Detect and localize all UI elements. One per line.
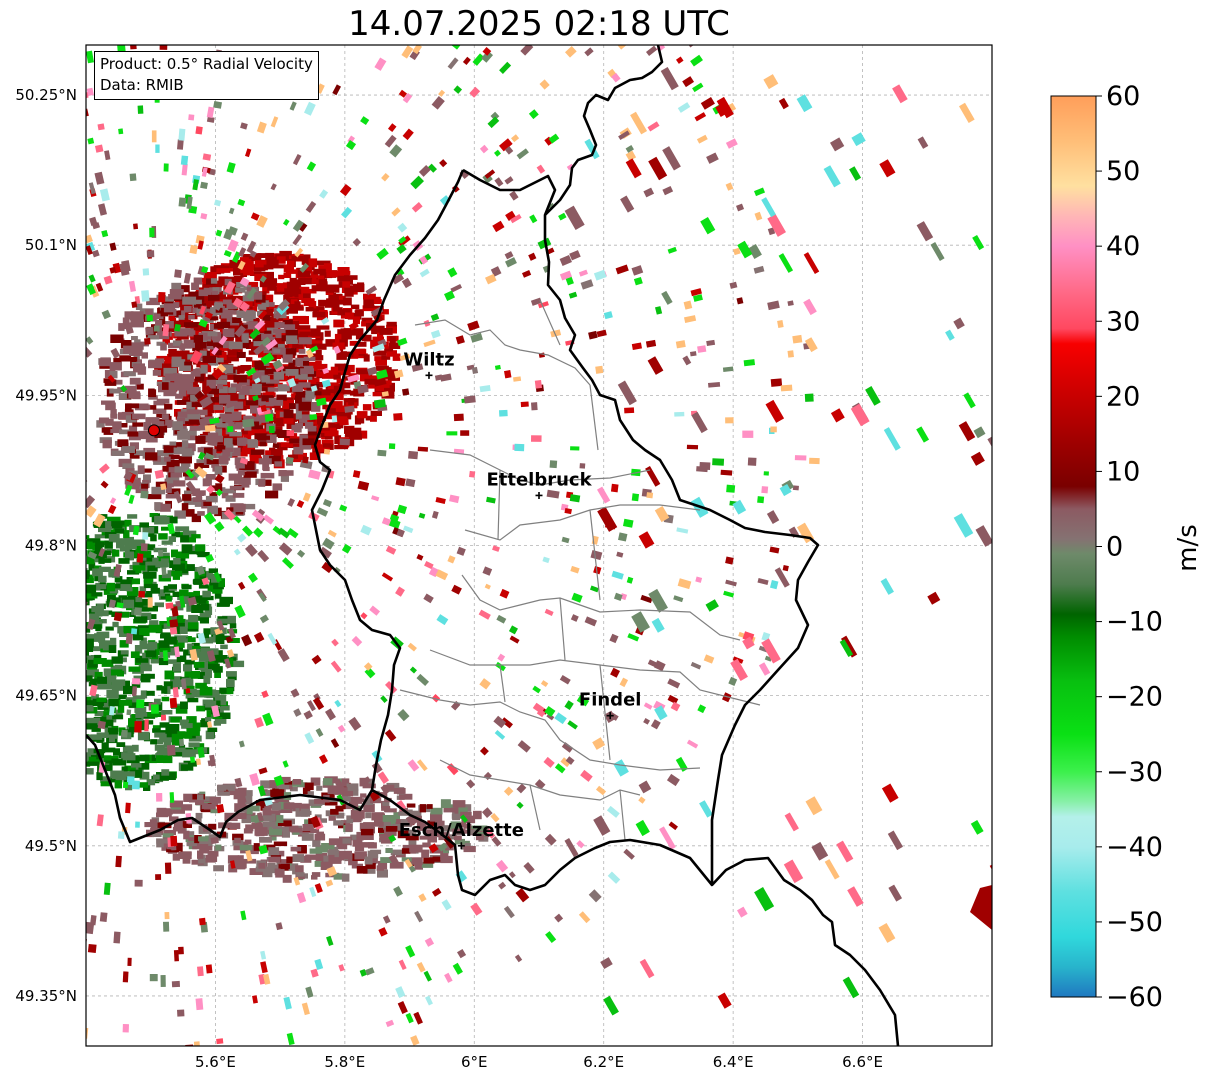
colorbar-tick-label: −50 bbox=[1106, 907, 1163, 938]
colorbar-tick-label: −30 bbox=[1106, 757, 1163, 788]
city-label: Esch/Alzette bbox=[399, 820, 524, 841]
colorbar-tick-label: −40 bbox=[1106, 832, 1163, 863]
colorbar-scale bbox=[1050, 95, 1097, 998]
city-marker-cross bbox=[606, 712, 614, 720]
borders bbox=[86, 45, 900, 1046]
colorbar-tick-label: −60 bbox=[1106, 982, 1163, 1013]
edge-echo bbox=[970, 885, 992, 930]
colorbar-tick-label: 10 bbox=[1106, 456, 1140, 487]
lat-tick-label: 49.5°N bbox=[25, 837, 77, 855]
lon-tick-label: 6°E bbox=[461, 1053, 488, 1071]
product-info-box: Product: 0.5° Radial Velocity Data: RMIB bbox=[94, 51, 319, 100]
product-line: Product: 0.5° Radial Velocity bbox=[100, 55, 313, 73]
colorbar-label: m/s bbox=[1173, 524, 1203, 572]
lat-tick-label: 50.25°N bbox=[15, 86, 77, 104]
lon-tick-label: 6.6°E bbox=[842, 1053, 883, 1071]
city-label: Findel bbox=[579, 690, 642, 711]
lon-tick-label: 6.2°E bbox=[583, 1053, 624, 1071]
luxembourg-canton-boundaries bbox=[399, 299, 761, 841]
radar-site-dot bbox=[147, 424, 160, 437]
radar-site-marker bbox=[147, 424, 160, 437]
data-source-line: Data: RMIB bbox=[100, 76, 184, 94]
colorbar-tick-label: 30 bbox=[1106, 306, 1140, 337]
velocity-colorbar: 60 50 40 30 20 10 0 −10 −20 −30 −40 −50 −60 m/s bbox=[1050, 81, 1203, 1013]
lat-tick-label: 50.1°N bbox=[25, 236, 77, 254]
city-label: Ettelbruck bbox=[486, 469, 592, 490]
lat-tick-label: 49.95°N bbox=[15, 386, 77, 404]
colorbar-tick-label: −20 bbox=[1106, 682, 1163, 713]
lon-tick-label: 5.8°E bbox=[324, 1053, 365, 1071]
city-marker-cross bbox=[425, 371, 433, 379]
colorbar-tick-label: 0 bbox=[1106, 532, 1123, 563]
city-label: Wiltz bbox=[403, 349, 454, 370]
lat-tick-label: 49.65°N bbox=[15, 687, 77, 705]
city-marker-cross bbox=[535, 491, 543, 499]
city-marker-cross bbox=[457, 842, 465, 850]
lat-tick-label: 49.8°N bbox=[25, 537, 77, 555]
colorbar-tick-label: 20 bbox=[1106, 381, 1140, 412]
colorbar-tick-label: 50 bbox=[1106, 156, 1140, 187]
colorbar-tick-label: −10 bbox=[1106, 607, 1163, 638]
lat-tick-label: 49.35°N bbox=[15, 987, 77, 1005]
lon-tick-label: 5.6°E bbox=[195, 1053, 236, 1071]
radar-velocity-echoes bbox=[86, 45, 992, 1046]
colorbar-tick-label: 40 bbox=[1106, 231, 1140, 262]
colorbar-tick-label: 60 bbox=[1106, 81, 1140, 112]
lon-tick-label: 6.4°E bbox=[713, 1053, 754, 1071]
map-title: 14.07.2025 02:18 UTC bbox=[348, 4, 730, 44]
country-borders bbox=[86, 45, 900, 1046]
map-frame bbox=[85, 44, 993, 1047]
city-markers: Wiltz Ettelbruck Findel Esch/Alzette bbox=[399, 349, 642, 850]
map-axis-labels: 50.25°N 50.1°N 49.95°N 49.8°N 49.65°N 49.5°N 4… bbox=[15, 86, 883, 1071]
colorbar-ticks: 60 50 40 30 20 10 0 −10 −20 −30 −40 −50 −60 bbox=[1096, 81, 1163, 1013]
